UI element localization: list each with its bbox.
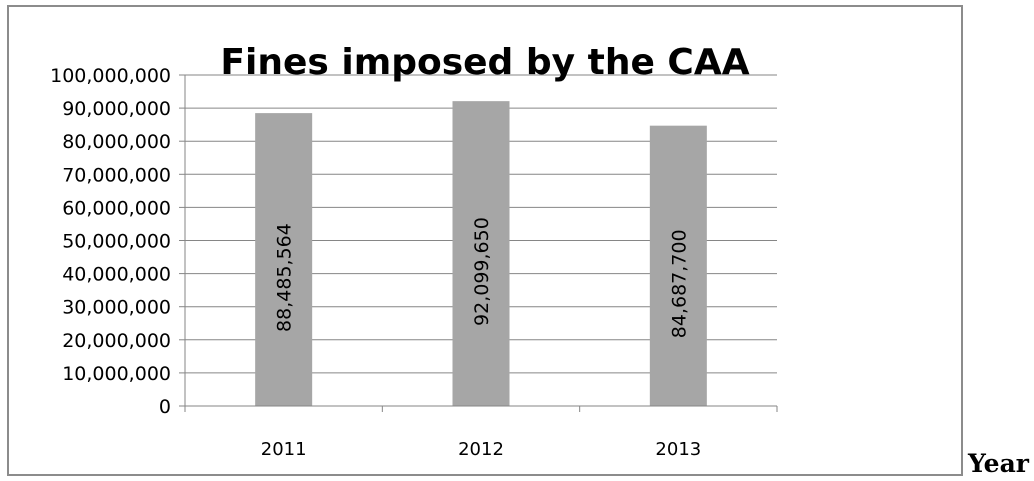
axes <box>179 74 778 412</box>
y-tick-label: 0 <box>159 396 171 418</box>
y-tick-label: 100,000,000 <box>50 65 171 87</box>
y-tick-label: 10,000,000 <box>62 363 171 385</box>
bar-2013 <box>649 125 707 406</box>
data-label: 84,687,700 <box>668 229 690 338</box>
data-label: 92,099,650 <box>471 217 493 326</box>
y-tick-label: 60,000,000 <box>62 197 171 219</box>
chart-title: Fines imposed by the CAA <box>220 42 749 83</box>
bar-2012 <box>452 101 510 407</box>
labels: 0 10,000,000 20,000,000 30,000,000 40,000,00… <box>50 65 701 460</box>
y-tick-label: 90,000,000 <box>62 98 171 120</box>
chart-frame <box>7 5 963 476</box>
x-tick-label: 2012 <box>458 439 504 460</box>
y-tick-label: 70,000,000 <box>62 164 171 186</box>
y-tick-label: 40,000,000 <box>62 264 171 286</box>
x-tick-label: 2013 <box>655 439 701 460</box>
y-tick-label: 50,000,000 <box>62 231 171 253</box>
bars <box>255 101 707 407</box>
y-tick-label: 20,000,000 <box>62 330 171 352</box>
y-tick-label: 30,000,000 <box>62 297 171 319</box>
x-tick-label: 2011 <box>261 439 307 460</box>
y-tick-label: 80,000,000 <box>62 131 171 153</box>
data-label: 88,485,564 <box>274 223 296 332</box>
bar-2011 <box>255 113 313 406</box>
year-label: Year <box>968 449 1029 478</box>
